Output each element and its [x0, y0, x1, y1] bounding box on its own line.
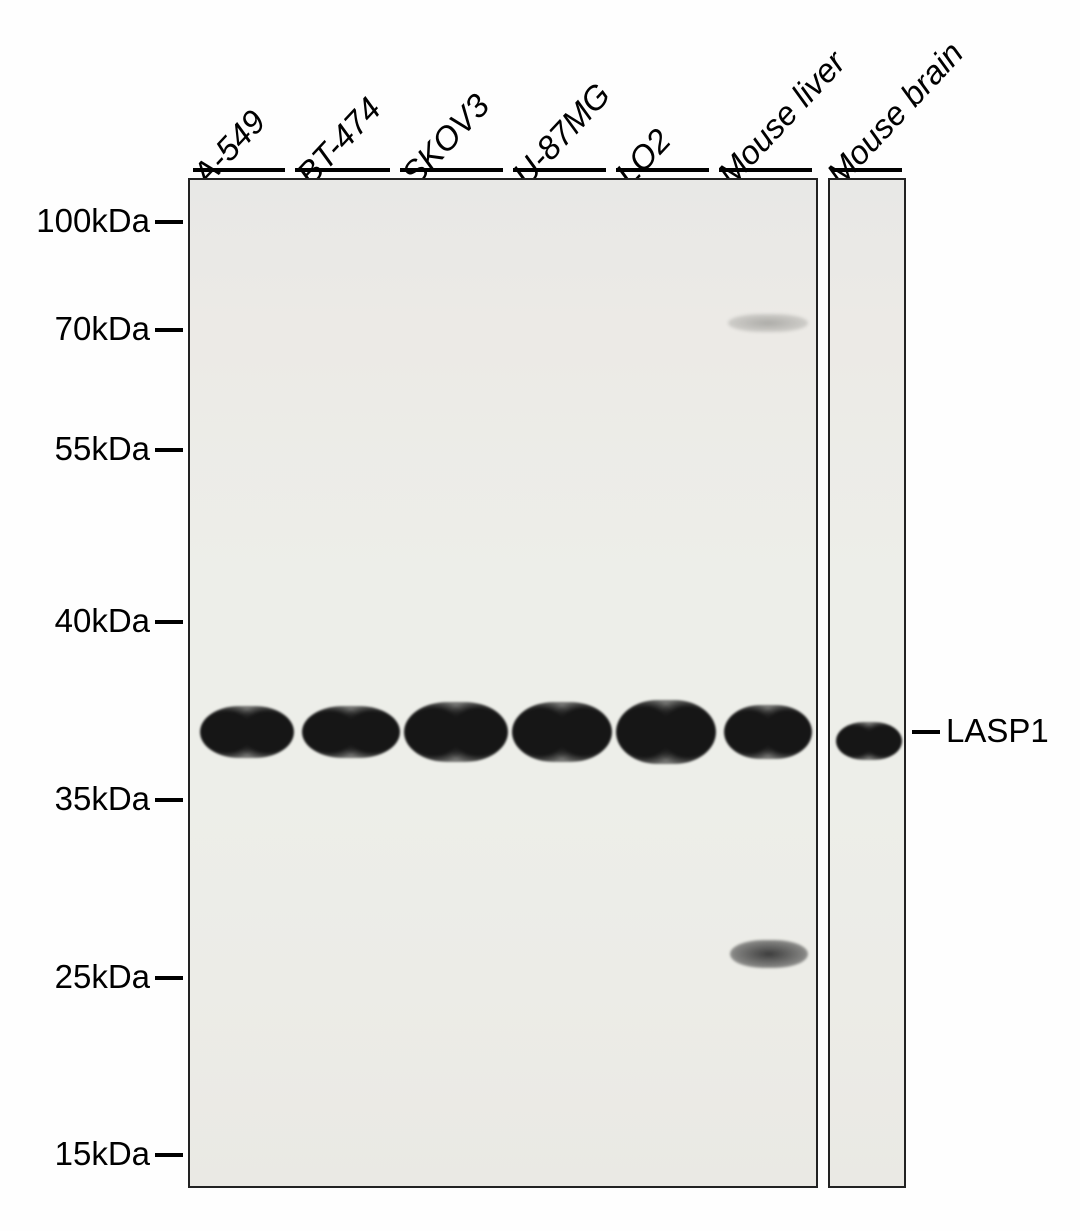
mw-label: 40kDa — [0, 602, 150, 640]
mw-tick — [155, 620, 183, 624]
gel-band — [616, 700, 716, 764]
gel-band — [200, 706, 294, 758]
bands-layer-strip — [830, 180, 904, 1186]
gel-band — [728, 314, 808, 332]
gel-band — [730, 940, 808, 968]
gel-band — [302, 706, 400, 758]
mw-tick — [155, 1153, 183, 1157]
bands-layer-main — [190, 180, 816, 1186]
mw-label: 55kDa — [0, 430, 150, 468]
mw-tick — [155, 328, 183, 332]
mw-label: 70kDa — [0, 310, 150, 348]
mw-label: 25kDa — [0, 958, 150, 996]
gel-band — [512, 702, 612, 762]
gel-panel-strip — [828, 178, 906, 1188]
gel-band — [836, 722, 902, 760]
mw-tick — [155, 220, 183, 224]
western-blot-figure: A-549BT-474SKOV3U-87MGLO2Mouse liverMous… — [0, 0, 1080, 1231]
mw-label: 35kDa — [0, 780, 150, 818]
target-protein-label: LASP1 — [946, 712, 1049, 750]
lane-label: U-87MG — [505, 76, 618, 193]
gel-band — [404, 702, 508, 762]
mw-label: 15kDa — [0, 1135, 150, 1173]
mw-tick — [155, 798, 183, 802]
mw-tick — [155, 448, 183, 452]
mw-label: 100kDa — [0, 202, 150, 240]
gel-band — [724, 705, 812, 759]
gel-panel-main — [188, 178, 818, 1188]
target-tick — [912, 730, 940, 734]
mw-tick — [155, 976, 183, 980]
